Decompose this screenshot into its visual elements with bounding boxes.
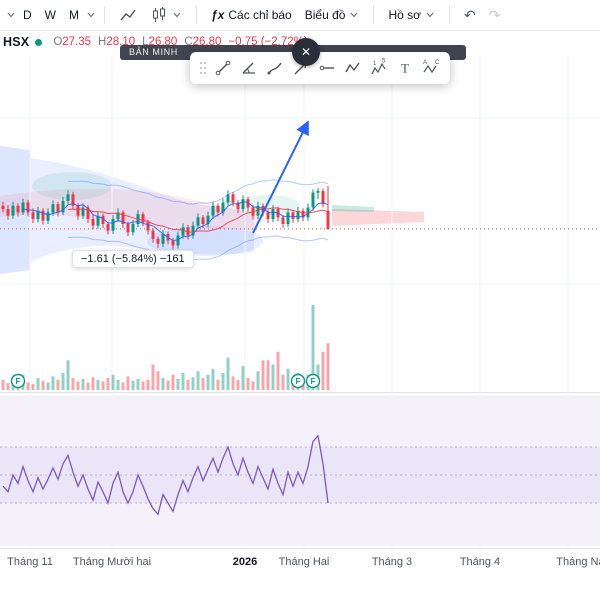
time-axis-label: Tháng 4 [459, 556, 501, 568]
drag-handle-dots-icon [200, 62, 206, 74]
elliott-correction-tool-button[interactable]: A C [418, 55, 444, 81]
top-toolbar: D W M ƒx Các chỉ báo Biểu đồ [0, 0, 600, 31]
text-tool-icon: T [401, 61, 409, 76]
close-icon: ✕ [300, 45, 312, 59]
svg-text:F: F [296, 377, 301, 386]
brush-tool-button[interactable] [262, 55, 288, 81]
time-axis-label: Tháng 3 [371, 556, 413, 568]
layout-label: Biểu đồ [304, 8, 346, 22]
volume-bars [1, 305, 330, 391]
chevron-down-icon [173, 12, 181, 18]
ray-tool-button[interactable] [314, 55, 340, 81]
toolbar-divider [373, 6, 375, 24]
timeframe-week-label: W [44, 8, 56, 22]
fx-icon: ƒx [211, 8, 225, 22]
trend-angle-icon [242, 62, 255, 74]
candles [1, 186, 330, 250]
open-value: 27.35 [62, 36, 92, 48]
elliott-impulse-wave-icon: 1 5 [371, 59, 386, 75]
toolbar-divider [104, 6, 105, 24]
indicators-button[interactable]: ƒx Các chỉ báo [205, 5, 298, 25]
profile-button[interactable]: Hồ sơ [382, 5, 441, 25]
elliott-correction-wave-icon: A C [423, 60, 440, 74]
ray-icon [319, 65, 334, 71]
drag-handle[interactable] [196, 55, 210, 81]
svg-text:1: 1 [373, 61, 377, 67]
open-label: O [53, 36, 63, 48]
trend-line-icon [215, 60, 231, 76]
time-axis-label: Tháng Mười hai [72, 556, 152, 568]
timeframe-menu-chevron-icon[interactable] [86, 10, 96, 20]
time-axis-label: 2026 [232, 556, 258, 568]
measurement-label[interactable]: −1.61 (−5.84%) −161 [72, 250, 194, 268]
symbol-exchange[interactable]: HSX [3, 35, 30, 49]
line-chart-icon [120, 9, 136, 21]
drawing-toolbar: 1 5 T A C [190, 52, 450, 84]
polyline-tool-button[interactable] [340, 55, 366, 81]
time-axis-label: Tháng 11 [7, 556, 53, 568]
trend-line-tool-button[interactable] [210, 55, 236, 81]
svg-text:F: F [16, 377, 21, 386]
indicator-clouds [0, 146, 424, 274]
chart-style-candles-button[interactable] [144, 3, 188, 27]
close-drawing-toolbar-button[interactable]: ✕ [292, 38, 320, 66]
svg-text:A: A [423, 60, 427, 66]
undo-icon: ↶ [463, 6, 476, 23]
arrow-drawing[interactable] [252, 120, 309, 234]
zigzag-icon [345, 62, 360, 73]
candlestick-chart-icon [153, 7, 165, 22]
redo-icon: ↷ [488, 6, 501, 23]
elliott-impulse-tool-button[interactable]: 1 5 [366, 55, 392, 81]
undo-button[interactable]: ↶ [458, 4, 482, 27]
timeframe-month-button[interactable]: M [63, 5, 85, 25]
profile-label: Hồ sơ [388, 8, 421, 22]
timeframe-week-button[interactable]: W [39, 5, 62, 25]
rsi-pane-background [0, 396, 600, 546]
timeframe-day-button[interactable]: D [17, 5, 38, 25]
svg-text:F: F [311, 377, 316, 386]
high-label: H [98, 36, 107, 48]
indicator-line [67, 179, 329, 205]
low-label: L [142, 36, 149, 48]
indicator-line [67, 207, 329, 233]
indicator-line [22, 200, 329, 242]
close-label: C [184, 36, 193, 48]
timeframe-day-label: D [23, 8, 32, 22]
time-axis-label: Tháng Năm [556, 556, 600, 568]
layout-button[interactable]: Biểu đồ [299, 5, 366, 25]
svg-text:C: C [435, 60, 440, 66]
text-tool-button[interactable]: T [392, 55, 418, 81]
rsi-line [2, 434, 329, 516]
rsi-pane [0, 434, 600, 516]
timeframe-month-label: M [69, 8, 79, 22]
gridlines [0, 56, 600, 548]
time-axis[interactable]: Tháng 11 Tháng Mười hai 2026 Tháng Hai Tháng… [0, 548, 600, 576]
toolbar-divider [448, 6, 450, 24]
chevron-down-icon [426, 12, 434, 18]
market-status-dot [35, 38, 43, 46]
trend-angle-tool-button[interactable] [236, 55, 262, 81]
indicators-label: Các chỉ báo [228, 8, 292, 22]
toolbar-divider [196, 6, 197, 24]
time-axis-label: Tháng Hai [278, 556, 330, 568]
indicator-line [67, 235, 329, 261]
redo-button[interactable]: ↷ [483, 4, 507, 27]
svg-text:5: 5 [382, 59, 386, 65]
chevron-down-icon [350, 12, 358, 18]
chevron-down-icon[interactable] [6, 10, 16, 20]
brush-icon [267, 62, 282, 75]
chart-style-line-button[interactable] [113, 3, 143, 27]
svg-text:T: T [401, 61, 409, 76]
